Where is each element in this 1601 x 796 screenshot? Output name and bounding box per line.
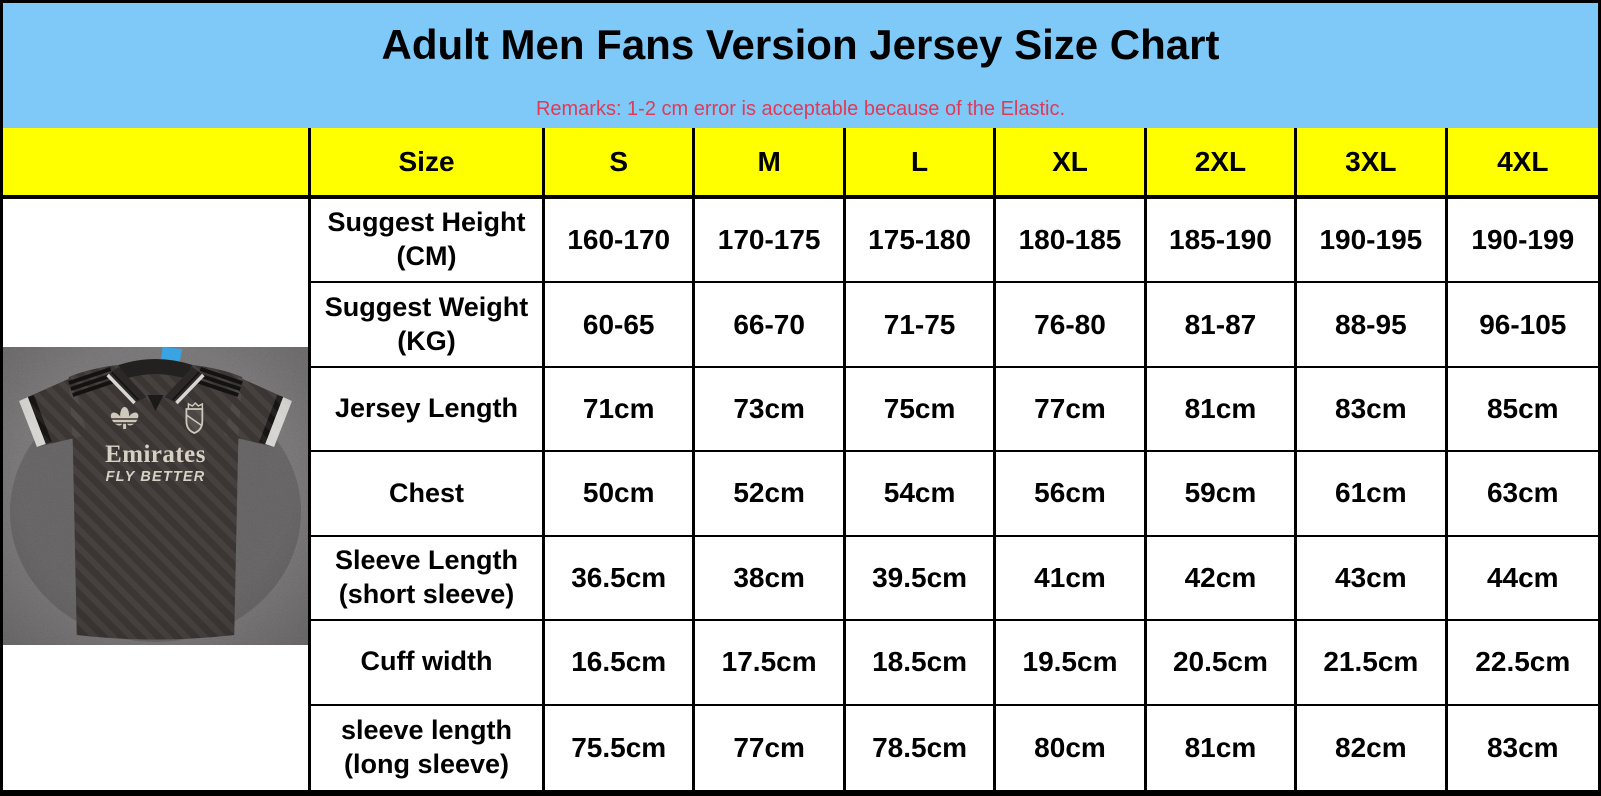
row-label-cell: Suggest Weight (KG) bbox=[311, 283, 545, 368]
column-header-xl: XL bbox=[996, 128, 1147, 199]
size-value-cell: 21.5cm bbox=[1297, 621, 1448, 706]
row-label-cell: Sleeve Length (short sleeve) bbox=[311, 536, 545, 622]
size-value-cell: 18.5cm bbox=[845, 621, 997, 706]
row-label: sleeve length bbox=[340, 715, 513, 746]
size-value-cell: 59cm bbox=[1146, 452, 1298, 537]
row-label: Chest bbox=[388, 477, 464, 508]
column-header-2xl: 2XL bbox=[1146, 128, 1298, 199]
size-value-cell: 50cm bbox=[545, 452, 696, 537]
size-value-cell: 16.5cm bbox=[545, 621, 696, 706]
row-label-cell: Chest bbox=[311, 452, 545, 537]
size-value-cell: 185-190 bbox=[1146, 199, 1298, 284]
row-label: Jersey Length bbox=[334, 393, 519, 424]
column-header-s: S bbox=[545, 128, 696, 199]
size-value-cell: 81cm bbox=[1147, 705, 1298, 790]
size-value-cell: 71cm bbox=[545, 367, 696, 453]
row-label: Sleeve Length bbox=[334, 545, 519, 576]
size-value-cell: 175-180 bbox=[845, 199, 997, 284]
column-header-3xl: 3XL bbox=[1297, 128, 1448, 199]
column-header-size: Size bbox=[311, 128, 545, 199]
size-value-cell: 60-65 bbox=[545, 283, 696, 368]
size-value-cell: 63cm bbox=[1447, 452, 1598, 537]
row-sublabel: (short sleeve) bbox=[338, 578, 515, 609]
row-sublabel: (KG) bbox=[397, 325, 456, 356]
size-value-cell: 41cm bbox=[996, 536, 1147, 622]
size-value-cell: 180-185 bbox=[996, 199, 1147, 284]
size-value-cell: 88-95 bbox=[1297, 283, 1448, 368]
size-value-cell: 66-70 bbox=[695, 283, 846, 368]
row-sublabel: (long sleeve) bbox=[343, 748, 510, 779]
size-value-cell: 54cm bbox=[845, 452, 997, 537]
size-value-cell: 36.5cm bbox=[545, 536, 696, 622]
header-corner-cell bbox=[3, 128, 311, 199]
row-label-cell: Cuff width bbox=[311, 621, 545, 706]
row-label: Cuff width bbox=[360, 646, 493, 677]
product-image-cell: Emirates FLY BETTER bbox=[3, 199, 311, 790]
size-value-cell: 85cm bbox=[1447, 368, 1598, 453]
size-value-cell: 75.5cm bbox=[545, 705, 696, 790]
size-value-cell: 38cm bbox=[695, 536, 846, 622]
row-sublabel: (CM) bbox=[396, 241, 457, 272]
size-value-cell: 71-75 bbox=[845, 283, 997, 368]
size-value-cell: 19.5cm bbox=[996, 621, 1147, 706]
size-value-cell: 73cm bbox=[695, 367, 846, 453]
size-value-cell: 39.5cm bbox=[845, 536, 997, 622]
row-label-cell: Suggest Height (CM) bbox=[311, 199, 545, 284]
jersey-product-photo: Emirates FLY BETTER bbox=[3, 347, 308, 645]
size-value-cell: 81cm bbox=[1146, 367, 1298, 453]
size-value-cell: 42cm bbox=[1146, 536, 1298, 622]
jersey-photo-graphic: Emirates FLY BETTER bbox=[3, 347, 308, 645]
photo-vignette bbox=[3, 347, 308, 645]
remarks-note: Remarks: 1-2 cm error is acceptable beca… bbox=[535, 98, 1066, 120]
chart-header: Adult Men Fans Version Jersey Size Chart… bbox=[3, 3, 1598, 128]
size-value-cell: 170-175 bbox=[695, 199, 846, 284]
size-value-cell: 82cm bbox=[1297, 705, 1448, 790]
size-value-cell: 78.5cm bbox=[846, 705, 997, 790]
size-value-cell: 77cm bbox=[695, 705, 846, 790]
size-value-cell: 43cm bbox=[1297, 536, 1448, 622]
column-header-m: M bbox=[695, 128, 846, 199]
size-value-cell: 83cm bbox=[1297, 367, 1448, 453]
row-label: Suggest Height bbox=[327, 207, 526, 238]
size-value-cell: 22.5cm bbox=[1447, 621, 1598, 706]
size-value-cell: 77cm bbox=[996, 367, 1147, 453]
size-value-cell: 76-80 bbox=[996, 283, 1147, 368]
size-value-cell: 75cm bbox=[845, 367, 997, 453]
row-label-cell: sleeve length (long sleeve) bbox=[311, 705, 545, 790]
size-value-cell: 96-105 bbox=[1447, 283, 1598, 368]
size-value-cell: 17.5cm bbox=[695, 621, 846, 706]
page-title: Adult Men Fans Version Jersey Size Chart bbox=[381, 21, 1220, 68]
size-value-cell: 83cm bbox=[1486, 731, 1559, 763]
size-value-cell: 61cm bbox=[1297, 452, 1448, 537]
row-label: Suggest Weight bbox=[324, 291, 529, 322]
size-value-cell: 80cm bbox=[996, 705, 1147, 790]
row-label-cell: Jersey Length bbox=[311, 367, 545, 453]
column-header-l: L bbox=[845, 128, 997, 199]
size-value-cell: 44cm bbox=[1447, 537, 1598, 622]
size-value-cell: 160-170 bbox=[545, 199, 696, 284]
size-value-cell: 52cm bbox=[695, 452, 846, 537]
column-header-4xl: 4XL bbox=[1447, 128, 1598, 199]
size-value-cell: 190-195 bbox=[1297, 199, 1448, 284]
size-value-cell: 81-87 bbox=[1146, 283, 1298, 368]
size-value-cell: 56cm bbox=[996, 452, 1147, 537]
size-value-cell: 190-199 bbox=[1447, 199, 1598, 284]
size-value-cell: 20.5cm bbox=[1146, 621, 1298, 706]
